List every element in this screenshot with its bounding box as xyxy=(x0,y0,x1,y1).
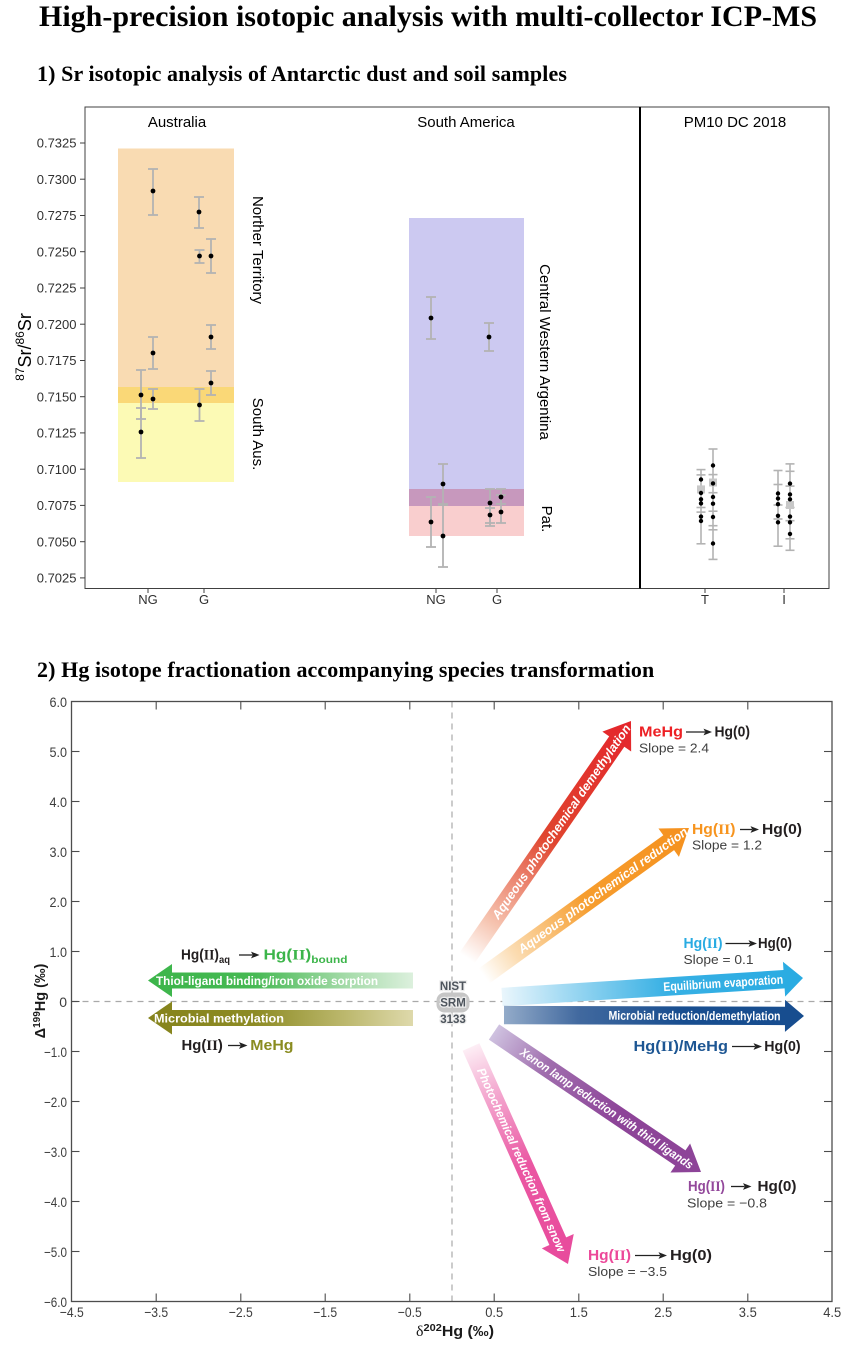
svg-text:South Aus.: South Aus. xyxy=(249,398,266,471)
svg-text:Pat.: Pat. xyxy=(538,506,555,533)
svg-text:NG: NG xyxy=(426,592,446,607)
svg-text:0.7250: 0.7250 xyxy=(37,244,77,259)
svg-text:0.7150: 0.7150 xyxy=(37,389,77,404)
svg-text:−6.0: −6.0 xyxy=(44,1294,67,1310)
svg-text:Hg(0): Hg(0) xyxy=(758,1179,797,1195)
svg-text:0.7225: 0.7225 xyxy=(37,281,77,296)
svg-text:MeHg: MeHg xyxy=(250,1038,293,1054)
svg-text:Norther Territory: Norther Territory xyxy=(249,196,266,305)
svg-text:Slope = −3.5: Slope = −3.5 xyxy=(588,1264,667,1279)
svg-text:3133: 3133 xyxy=(440,1014,466,1026)
svg-text:−2.5: −2.5 xyxy=(229,1304,253,1320)
svg-text:−2.0: −2.0 xyxy=(44,1094,67,1110)
svg-text:SRM: SRM xyxy=(440,998,466,1010)
svg-text:Hg(0): Hg(0) xyxy=(715,725,751,741)
svg-text:−1.0: −1.0 xyxy=(44,1044,67,1060)
svg-text:Slope = 2.4: Slope = 2.4 xyxy=(639,741,709,756)
svg-text:Hg(II): Hg(II) xyxy=(688,1179,725,1195)
svg-text:Central Western Argentina: Central Western Argentina xyxy=(536,264,553,440)
svg-text:1.0: 1.0 xyxy=(50,944,68,960)
svg-text:Slope = −0.8: Slope = −0.8 xyxy=(687,1195,767,1210)
svg-text:4.0: 4.0 xyxy=(50,794,68,810)
svg-text:PM10 DC 2018: PM10 DC 2018 xyxy=(684,114,787,131)
svg-text:Hg(II)aq: Hg(II)aq xyxy=(181,948,230,967)
svg-text:Xenon lamp reduction with thio: Xenon lamp reduction with thiol ligands xyxy=(517,1045,696,1173)
svg-text:3.5: 3.5 xyxy=(739,1304,757,1320)
svg-text:−3.5: −3.5 xyxy=(144,1304,168,1320)
svg-text:Hg(II)bound: Hg(II)bound xyxy=(264,948,348,967)
svg-text:4.5: 4.5 xyxy=(823,1304,841,1320)
svg-text:Microbial methylation: Microbial methylation xyxy=(154,1011,284,1025)
svg-text:1.5: 1.5 xyxy=(570,1304,588,1320)
svg-text:0.7025: 0.7025 xyxy=(37,571,77,586)
svg-text:South America: South America xyxy=(417,114,515,131)
svg-text:Δ199Hg (‰): Δ199Hg (‰) xyxy=(32,964,50,1039)
svg-text:0.7125: 0.7125 xyxy=(37,426,77,441)
svg-text:Hg(0): Hg(0) xyxy=(670,1248,712,1264)
svg-text:Hg(II): Hg(II) xyxy=(588,1248,631,1264)
svg-text:G: G xyxy=(199,592,209,607)
svg-text:0.5: 0.5 xyxy=(485,1304,503,1320)
svg-text:Hg(0): Hg(0) xyxy=(764,1039,800,1055)
svg-text:2.0: 2.0 xyxy=(50,894,68,910)
svg-text:NIST: NIST xyxy=(440,981,466,993)
svg-text:I: I xyxy=(782,592,786,607)
svg-text:Thiol-ligand binding/iron oxid: Thiol-ligand binding/iron oxide sorption xyxy=(156,974,378,988)
svg-text:Microbial reduction/demethylat: Microbial reduction/demethylation xyxy=(608,1009,780,1024)
svg-text:Hg(II): Hg(II) xyxy=(182,1038,224,1054)
svg-text:−3.0: −3.0 xyxy=(44,1144,67,1160)
svg-text:0.7300: 0.7300 xyxy=(37,172,77,187)
svg-text:0.7200: 0.7200 xyxy=(37,317,77,332)
svg-text:0.7100: 0.7100 xyxy=(37,462,77,477)
svg-text:NG: NG xyxy=(138,592,158,607)
svg-text:T: T xyxy=(701,592,709,607)
svg-text:−0.5: −0.5 xyxy=(398,1304,422,1320)
svg-text:0.7075: 0.7075 xyxy=(37,498,77,513)
svg-text:3.0: 3.0 xyxy=(50,844,68,860)
svg-text:0.7175: 0.7175 xyxy=(37,353,77,368)
svg-text:Hg(II): Hg(II) xyxy=(684,936,723,952)
svg-text:MeHg: MeHg xyxy=(639,725,683,741)
svg-text:−5.0: −5.0 xyxy=(44,1244,67,1260)
svg-text:0: 0 xyxy=(59,994,67,1010)
svg-text:0.7325: 0.7325 xyxy=(37,136,77,151)
svg-text:Photochemical reduction from s: Photochemical reduction from snow xyxy=(474,1066,569,1255)
svg-text:0.7050: 0.7050 xyxy=(37,534,77,549)
svg-text:6.0: 6.0 xyxy=(50,694,68,710)
svg-text:0.7275: 0.7275 xyxy=(37,208,77,223)
svg-text:Hg(II): Hg(II) xyxy=(692,822,736,838)
svg-text:Hg(0): Hg(0) xyxy=(758,936,792,952)
svg-text:G: G xyxy=(492,592,502,607)
svg-text:5.0: 5.0 xyxy=(50,744,68,760)
svg-text:−4.0: −4.0 xyxy=(44,1194,67,1210)
svg-text:−4.5: −4.5 xyxy=(60,1304,84,1320)
svg-text:Slope = 0.1: Slope = 0.1 xyxy=(684,952,754,967)
svg-text:Hg(0): Hg(0) xyxy=(762,822,802,838)
svg-text:2.5: 2.5 xyxy=(654,1304,672,1320)
svg-text:Australia: Australia xyxy=(148,114,207,131)
svg-text:87Sr/86Sr: 87Sr/86Sr xyxy=(13,313,35,381)
svg-text:−1.5: −1.5 xyxy=(313,1304,337,1320)
svg-text:Hg(II)/MeHg: Hg(II)/MeHg xyxy=(634,1039,729,1055)
svg-text:Slope = 1.2: Slope = 1.2 xyxy=(692,838,762,853)
